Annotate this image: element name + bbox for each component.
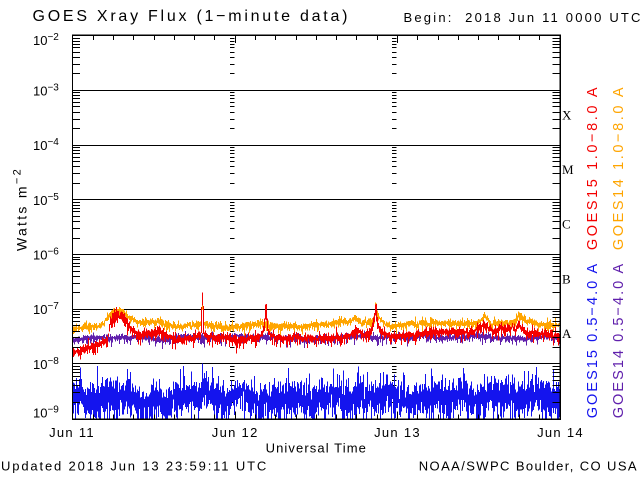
svg-text:Watts m−2: Watts m−2 <box>12 167 30 251</box>
svg-text:M: M <box>562 162 574 177</box>
svg-text:Begin: 2018 Jun 11 0000 UTC: Begin: 2018 Jun 11 0000 UTC <box>404 10 640 25</box>
svg-text:Jun 13: Jun 13 <box>374 425 421 440</box>
svg-text:X: X <box>562 107 572 122</box>
svg-text:GOES15 1.0−8.0 A: GOES15 1.0−8.0 A <box>585 85 601 250</box>
svg-text:Universal Time: Universal Time <box>266 441 367 456</box>
svg-text:Updated 2018 Jun 13 23:59:11 U: Updated 2018 Jun 13 23:59:11 UTC <box>1 459 268 474</box>
svg-text:A: A <box>562 326 572 341</box>
svg-text:GOES15 0.5−4.0 A: GOES15 0.5−4.0 A <box>585 262 601 419</box>
svg-text:GOES14 1.0−8.0 A: GOES14 1.0−8.0 A <box>611 85 627 250</box>
svg-text:Jun 11: Jun 11 <box>49 425 95 440</box>
svg-text:Jun 14: Jun 14 <box>537 425 584 440</box>
svg-text:B: B <box>562 271 571 286</box>
svg-text:C: C <box>562 217 571 232</box>
svg-text:Jun 12: Jun 12 <box>212 425 259 440</box>
svg-text:GOES14 0.5−4.0 A: GOES14 0.5−4.0 A <box>611 262 627 419</box>
svg-text:GOES Xray Flux (1−minute data): GOES Xray Flux (1−minute data) <box>33 8 351 25</box>
svg-text:NOAA/SWPC Boulder, CO USA: NOAA/SWPC Boulder, CO USA <box>419 459 638 474</box>
